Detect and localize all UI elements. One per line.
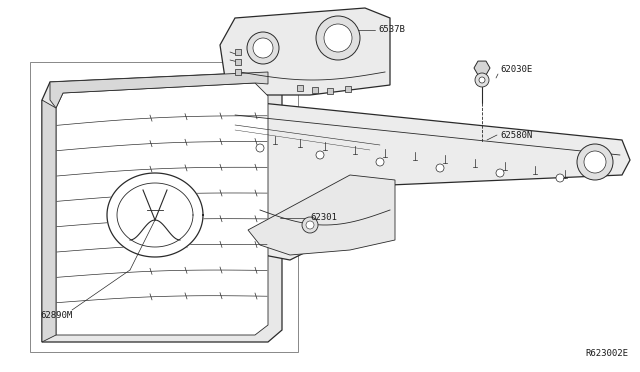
Polygon shape	[50, 72, 268, 108]
Polygon shape	[474, 61, 490, 75]
Polygon shape	[220, 8, 390, 95]
Circle shape	[316, 151, 324, 159]
Circle shape	[306, 221, 314, 229]
Polygon shape	[42, 72, 282, 342]
Circle shape	[479, 77, 485, 83]
Bar	[235, 49, 241, 55]
Bar	[235, 69, 241, 75]
Circle shape	[436, 164, 444, 172]
Text: R623002E: R623002E	[585, 349, 628, 358]
Circle shape	[316, 16, 360, 60]
Text: 6537B: 6537B	[378, 26, 405, 35]
Text: 62301: 62301	[310, 214, 337, 222]
Polygon shape	[107, 173, 203, 257]
Circle shape	[376, 158, 384, 166]
Bar	[345, 86, 351, 92]
Bar	[312, 87, 318, 93]
Polygon shape	[248, 175, 395, 255]
Bar	[297, 85, 303, 91]
Circle shape	[324, 24, 352, 52]
Text: 62890M: 62890M	[40, 311, 72, 320]
Polygon shape	[56, 83, 268, 335]
Polygon shape	[220, 100, 630, 260]
Bar	[327, 88, 333, 94]
Text: 62030E: 62030E	[500, 65, 532, 74]
Circle shape	[496, 169, 504, 177]
Text: 62580N: 62580N	[500, 131, 532, 140]
Polygon shape	[42, 100, 56, 342]
Circle shape	[577, 144, 613, 180]
Bar	[235, 59, 241, 65]
Circle shape	[475, 73, 489, 87]
Circle shape	[302, 217, 318, 233]
Circle shape	[556, 174, 564, 182]
Circle shape	[584, 151, 606, 173]
Circle shape	[256, 144, 264, 152]
Circle shape	[247, 32, 279, 64]
Bar	[30, 62, 298, 352]
Circle shape	[253, 38, 273, 58]
